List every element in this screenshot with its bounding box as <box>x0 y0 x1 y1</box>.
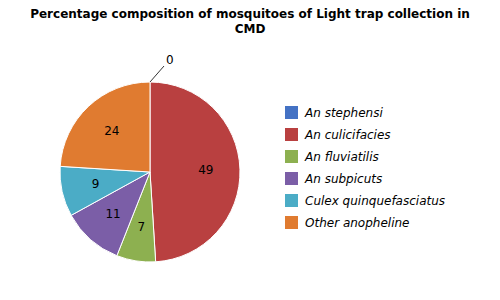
legend: An stephensi An culicifacies An fluviatili… <box>285 106 445 230</box>
legend-swatch <box>285 216 298 229</box>
leader-line <box>150 66 164 82</box>
title-line: CMD <box>235 22 266 36</box>
legend-label: Culex quinquefasciatus <box>305 194 445 208</box>
legend-item: An stephensi <box>285 106 383 120</box>
legend-label: An stephensi <box>304 106 383 120</box>
data-label: 11 <box>105 207 120 221</box>
pie <box>60 82 240 262</box>
legend-label: An culicifacies <box>304 128 391 142</box>
legend-swatch <box>285 128 298 141</box>
title: Percentage composition of mosquitoes of … <box>30 7 470 36</box>
data-labels: 0 49 7 11 9 24 <box>92 53 214 234</box>
slice <box>150 82 240 262</box>
legend-item: An fluviatilis <box>285 150 379 164</box>
legend-label: An fluviatilis <box>304 150 379 164</box>
data-label: 24 <box>104 124 119 138</box>
legend-item: Culex quinquefasciatus <box>285 194 445 208</box>
legend-swatch <box>285 150 298 163</box>
legend-item: An culicifacies <box>285 128 391 142</box>
slice <box>60 82 150 172</box>
data-label: 9 <box>92 177 100 191</box>
legend-label: An subpicuts <box>304 172 382 186</box>
chart: Percentage composition of mosquitoes of … <box>0 0 500 300</box>
legend-item: Other anopheline <box>285 216 409 230</box>
data-label: 7 <box>137 220 145 234</box>
legend-item: An subpicuts <box>285 172 382 186</box>
legend-swatch <box>285 194 298 207</box>
data-label: 0 <box>166 53 174 67</box>
legend-swatch <box>285 106 298 119</box>
title-line: Percentage composition of mosquitoes of … <box>30 7 470 21</box>
legend-label: Other anopheline <box>305 216 409 230</box>
data-label: 49 <box>198 163 213 177</box>
legend-swatch <box>285 172 298 185</box>
